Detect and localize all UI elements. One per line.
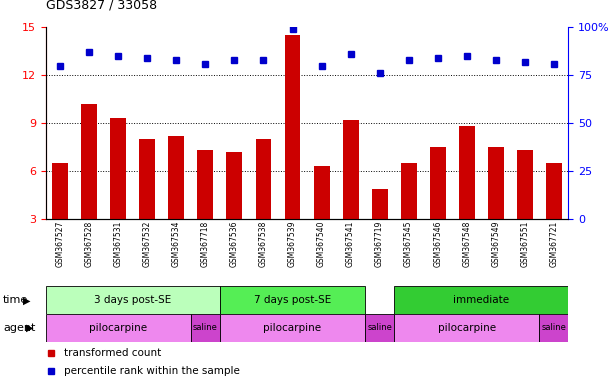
Bar [169,136,185,219]
Bar [459,126,475,219]
Bar [220,286,365,314]
Bar [285,35,301,219]
Text: time: time [3,295,28,305]
Bar [430,147,445,219]
Text: 7 days post-SE: 7 days post-SE [254,295,331,305]
Bar [517,151,533,219]
Bar [255,139,271,219]
Bar [81,104,97,219]
Text: transformed count: transformed count [64,348,161,358]
Bar [46,314,191,342]
Bar [343,120,359,219]
Text: ▶: ▶ [26,323,33,333]
Bar [139,139,155,219]
Bar [540,314,568,342]
Bar [394,314,540,342]
Text: pilocarpine: pilocarpine [263,323,321,333]
Text: immediate: immediate [453,295,509,305]
Text: pilocarpine: pilocarpine [437,323,496,333]
Bar [53,163,68,219]
Bar [46,286,220,314]
Text: pilocarpine: pilocarpine [89,323,147,333]
Text: GDS3827 / 33058: GDS3827 / 33058 [46,0,157,12]
Bar [394,286,568,314]
Bar [227,152,243,219]
Bar [401,163,417,219]
Bar [365,314,394,342]
Text: 3 days post-SE: 3 days post-SE [94,295,172,305]
Bar [220,314,365,342]
Bar [111,118,126,219]
Text: agent: agent [3,323,35,333]
Bar [371,189,387,219]
Text: ▶: ▶ [23,295,31,305]
Text: saline: saline [541,323,566,333]
Text: saline: saline [367,323,392,333]
Bar [488,147,503,219]
Text: saline: saline [193,323,218,333]
Bar [197,151,213,219]
Bar [313,167,329,219]
Bar [546,163,562,219]
Bar [191,314,220,342]
Text: percentile rank within the sample: percentile rank within the sample [64,366,240,376]
